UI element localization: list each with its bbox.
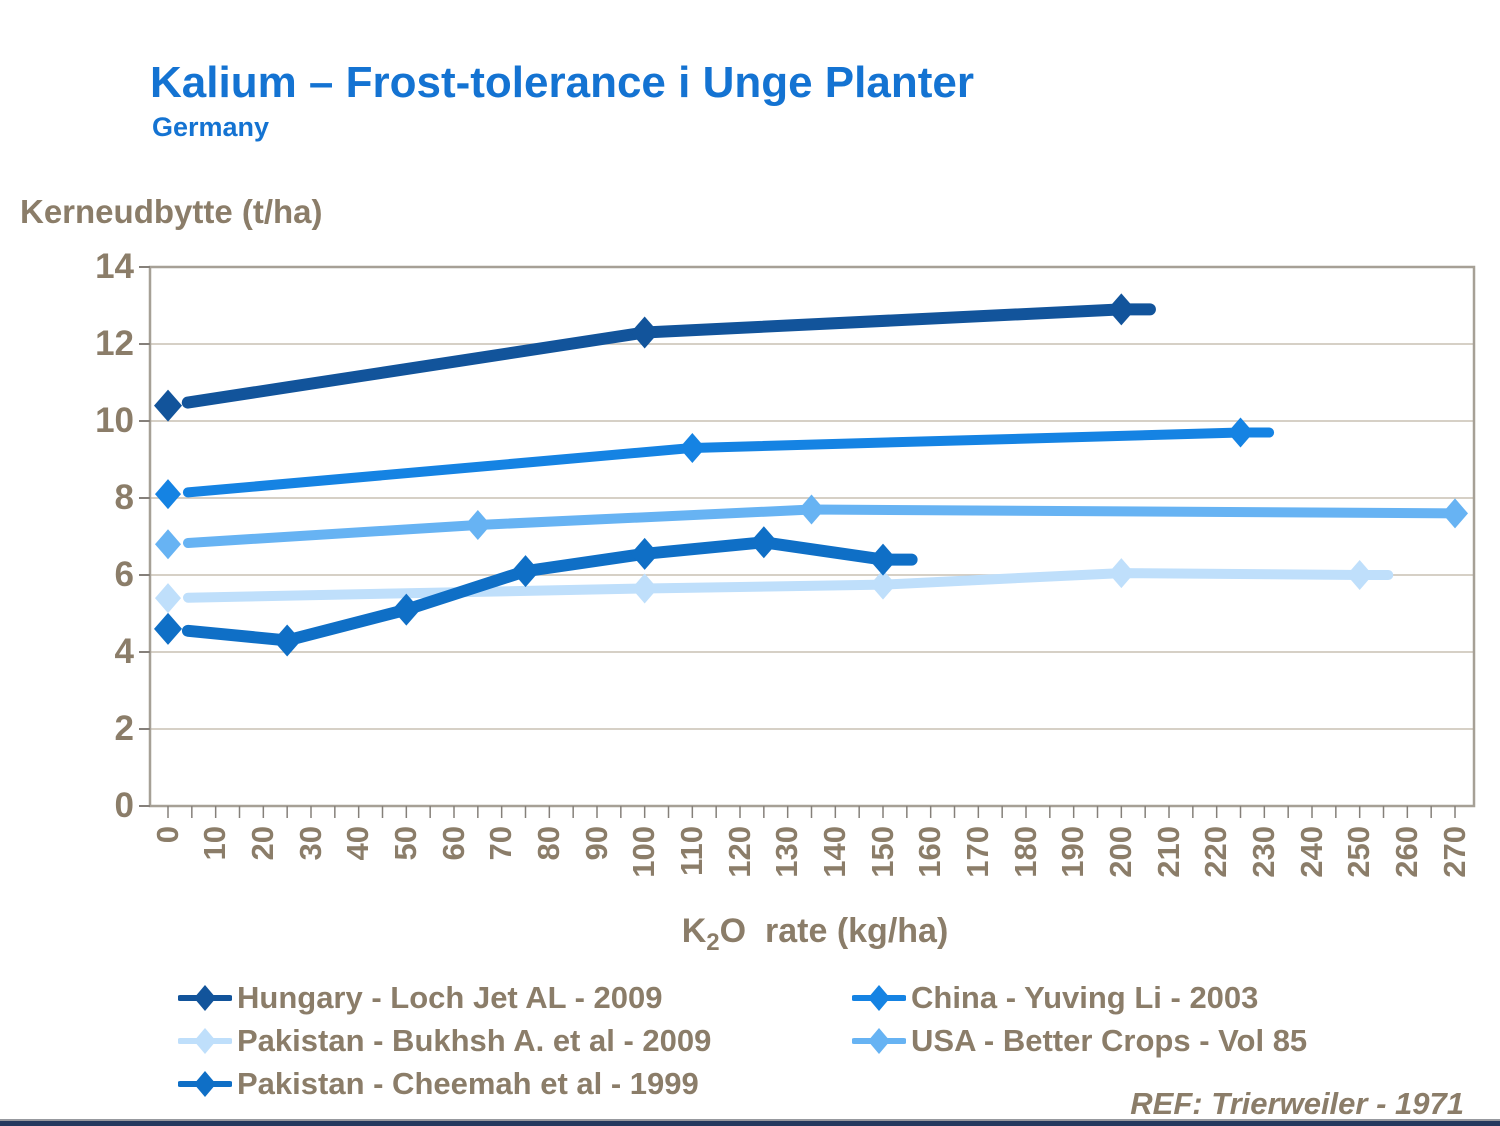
y-tick-label: 8	[114, 478, 134, 517]
legend-diamond	[194, 1071, 216, 1097]
x-tick-label: 50	[388, 826, 424, 861]
series-line-0	[181, 303, 1156, 409]
x-tick-label: 130	[769, 826, 805, 878]
legend-label: Pakistan - Cheemah et al - 1999	[237, 1066, 699, 1101]
series-marker-3	[155, 529, 181, 560]
x-tick-label: 220	[1198, 826, 1234, 878]
series-marker-0	[154, 389, 182, 422]
series-marker-3	[798, 494, 825, 525]
series-marker-0	[1107, 293, 1136, 326]
y-tick-label: 12	[95, 324, 134, 363]
series-line-1	[182, 427, 1275, 498]
x-tick-label: 110	[674, 826, 710, 877]
series-marker-4	[273, 624, 302, 657]
y-tick-label: 4	[114, 632, 134, 671]
page-subtitle: Germany	[152, 112, 270, 142]
legend-diamond-marker-icon	[852, 1028, 906, 1054]
x-tick-label: 250	[1341, 826, 1377, 878]
x-tick-label: 190	[1055, 826, 1091, 878]
series-marker-3	[1442, 498, 1469, 529]
y-tick-label: 2	[114, 709, 134, 748]
y-tick-label: 10	[95, 401, 134, 440]
x-tick-label: 80	[531, 826, 567, 861]
x-tick-label: 180	[1007, 826, 1043, 878]
series-marker-4	[630, 537, 659, 570]
series-marker-3	[464, 509, 491, 540]
series-line-2	[182, 568, 1394, 603]
series-line-4	[181, 536, 918, 647]
series-marker-2	[631, 573, 658, 604]
x-tick-label: 10	[197, 826, 233, 861]
x-tick-label: 150	[864, 826, 900, 878]
x-tick-label: 240	[1293, 826, 1329, 878]
legend-diamond-marker-icon	[178, 1028, 232, 1054]
series-marker-1	[679, 432, 706, 463]
series-marker-4	[749, 526, 778, 559]
x-tick-label: 140	[817, 826, 853, 878]
x-axis-title-sub: 2	[706, 928, 720, 956]
legend-label: Pakistan - Bukhsh A. et al - 2009	[237, 1023, 712, 1058]
x-tick-label: 0	[149, 826, 185, 844]
x-axis-title-pre: K	[681, 912, 707, 950]
x-tick-label: 200	[1103, 826, 1139, 878]
x-tick-label: 60	[435, 826, 471, 861]
x-tick-label: 170	[960, 826, 996, 878]
series-marker-4	[154, 612, 182, 645]
legend-label: China - Yuving Li - 2003	[911, 980, 1259, 1015]
series-marker-2	[1108, 558, 1135, 589]
y-tick-label: 14	[95, 247, 134, 286]
x-tick-label: 160	[912, 826, 948, 878]
reference-note: REF: Trierweiler - 1971	[1130, 1086, 1464, 1121]
series-marker-2	[1346, 560, 1373, 590]
legend-diamond	[194, 985, 216, 1011]
legend-item: Pakistan - Cheemah et al - 1999	[178, 1064, 699, 1104]
legend-diamond-marker-icon	[178, 1071, 232, 1097]
x-tick-label: 120	[721, 826, 757, 878]
x-axis-title: K2O rate (kg/ha)	[590, 912, 1040, 957]
x-tick-label: 90	[578, 826, 614, 861]
x-tick-label: 260	[1389, 826, 1425, 878]
y-axis-title: Kerneudbytte (t/ha)	[20, 193, 323, 230]
x-tick-label: 270	[1436, 826, 1472, 878]
series-line-3	[182, 504, 1461, 548]
x-axis-title-post: O rate (kg/ha)	[719, 912, 949, 950]
legend-diamond	[868, 1028, 890, 1054]
y-tick-label: 0	[114, 786, 134, 825]
legend-item: USA - Better Crops - Vol 85	[852, 1021, 1307, 1061]
series-marker-0	[630, 316, 659, 349]
x-tick-label: 40	[340, 826, 376, 861]
series-marker-2	[155, 583, 181, 614]
x-tick-label: 20	[245, 826, 281, 861]
series-marker-1	[155, 479, 181, 510]
bottom-bar	[0, 1119, 1500, 1126]
legend-item: Hungary - Loch Jet AL - 2009	[178, 978, 663, 1018]
x-tick-label: 210	[1150, 826, 1186, 878]
legend-item: Pakistan - Bukhsh A. et al - 2009	[178, 1021, 711, 1061]
y-tick-label: 6	[114, 555, 134, 594]
legend-label: USA - Better Crops - Vol 85	[911, 1023, 1308, 1058]
x-tick-label: 70	[483, 826, 519, 861]
page-title: Kalium – Frost-tolerance i Unge Planter	[150, 58, 974, 107]
series-marker-4	[869, 543, 898, 576]
series-marker-4	[392, 593, 421, 626]
legend-diamond-marker-icon	[178, 985, 232, 1011]
legend-item: China - Yuving Li - 2003	[852, 978, 1258, 1018]
x-tick-label: 230	[1246, 826, 1282, 878]
x-tick-label: 30	[292, 826, 328, 861]
legend-diamond	[194, 1028, 216, 1054]
series-marker-2	[870, 569, 897, 600]
series-marker-4	[511, 555, 540, 588]
series-marker-1	[1227, 417, 1254, 448]
legend-diamond-marker-icon	[852, 985, 906, 1011]
x-tick-label: 100	[626, 826, 662, 878]
legend-label: Hungary - Loch Jet AL - 2009	[237, 980, 663, 1015]
legend-diamond	[868, 985, 890, 1011]
